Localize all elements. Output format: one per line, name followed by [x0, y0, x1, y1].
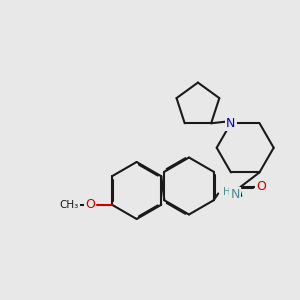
- Text: H: H: [223, 187, 230, 197]
- Text: N: N: [226, 117, 236, 130]
- Text: N: N: [231, 188, 240, 201]
- Text: O: O: [85, 198, 95, 211]
- Text: O: O: [256, 180, 266, 193]
- Text: CH₃: CH₃: [59, 200, 79, 210]
